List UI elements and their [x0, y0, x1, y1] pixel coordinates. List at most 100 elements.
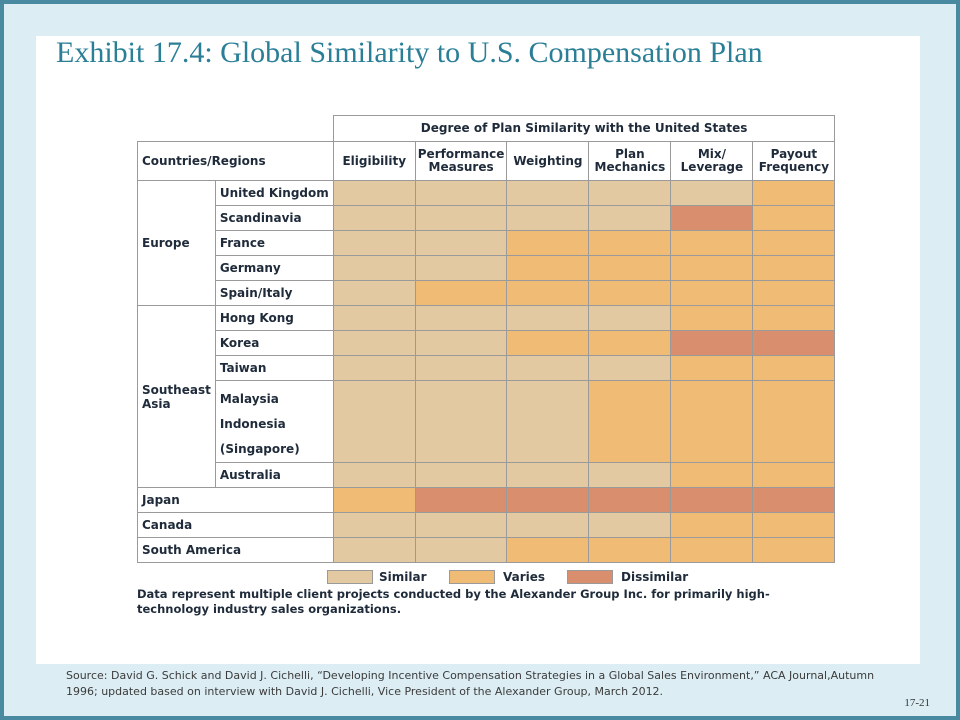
column-header: Mix/ Leverage [670, 141, 754, 181]
rating-cell-varies [752, 255, 836, 281]
rating-cell-similar [332, 205, 416, 231]
rating-cell-similar [588, 355, 672, 381]
rating-cell-similar [414, 255, 508, 281]
rating-cell-varies [670, 462, 754, 488]
rating-cell-varies [752, 280, 836, 306]
rating-cell-similar [332, 537, 416, 563]
country-label: Spain/Italy [214, 280, 334, 306]
rating-cell-similar [414, 180, 508, 206]
rating-cell-similar [332, 180, 416, 206]
rating-cell-similar [414, 512, 508, 538]
rating-cell-similar [506, 462, 590, 488]
rating-cell-varies [588, 537, 672, 563]
rating-cell-varies [670, 305, 754, 331]
country-label: Malaysia Indonesia (Singapore) [214, 380, 334, 463]
legend-swatch-similar [327, 570, 373, 584]
rating-cell-similar [414, 462, 508, 488]
table-row: Korea [138, 330, 836, 356]
rating-cell-dissimilar [506, 487, 590, 513]
rating-cell-varies [588, 230, 672, 256]
rating-cell-varies [506, 280, 590, 306]
rating-cell-similar [414, 205, 508, 231]
table-row: Southeast Asia Hong Kong [137, 305, 836, 488]
country-label: France [214, 230, 334, 256]
rating-cell-similar [332, 255, 416, 281]
rating-cell-varies [506, 537, 590, 563]
table-row: Canada [137, 512, 836, 538]
rating-cell-varies [588, 330, 672, 356]
rating-cell-varies [670, 280, 754, 306]
rating-cell-varies [752, 180, 836, 206]
country-label: Korea [214, 330, 334, 356]
rating-cell-similar [414, 230, 508, 256]
rating-cell-similar [588, 305, 672, 331]
rating-cell-dissimilar [752, 330, 836, 356]
column-header: Plan Mechanics [588, 141, 672, 181]
table-row: Japan [137, 487, 836, 513]
rating-cell-similar [506, 180, 590, 206]
rating-cell-varies [506, 330, 590, 356]
rating-cell-dissimilar [670, 205, 754, 231]
rating-cell-similar [506, 205, 590, 231]
rating-cell-similar [332, 330, 416, 356]
rating-cell-varies [670, 230, 754, 256]
rating-cell-varies [752, 230, 836, 256]
super-header: Degree of Plan Similarity with the Unite… [332, 115, 836, 142]
rating-cell-varies [670, 537, 754, 563]
country-label: Australia [214, 462, 334, 488]
data-note: Data represent multiple client projects … [137, 587, 770, 616]
rating-cell-varies [506, 255, 590, 281]
header-spacer [137, 115, 334, 142]
table-row: South America [137, 537, 836, 563]
table-row: Australia [138, 462, 836, 488]
region-label: Japan [137, 487, 334, 513]
legend-label: Varies [503, 570, 546, 584]
rating-cell-similar [332, 512, 416, 538]
rating-cell-similar [414, 537, 508, 563]
rating-cell-varies [752, 537, 836, 563]
rating-cell-similar [588, 180, 672, 206]
rating-cell-varies [588, 380, 672, 463]
rating-cell-varies [752, 205, 836, 231]
column-header: Payout Frequency [752, 141, 836, 181]
source-citation: Source: David G. Schick and David J. Cic… [66, 669, 875, 698]
legend-swatch-dissimilar [567, 570, 613, 584]
rating-cell-similar [506, 380, 590, 463]
table-row: Germany [138, 255, 836, 281]
slide-title: Exhibit 17.4: Global Similarity to U.S. … [56, 36, 763, 69]
rating-cell-varies [670, 512, 754, 538]
rating-cell-varies [670, 255, 754, 281]
rating-cell-similar [588, 512, 672, 538]
rating-cell-similar [332, 230, 416, 256]
rating-cell-varies [670, 380, 754, 463]
rating-cell-similar [332, 380, 416, 463]
rating-cell-similar [506, 305, 590, 331]
rating-cell-similar [332, 462, 416, 488]
rating-cell-varies [332, 487, 416, 513]
table-row: Taiwan [138, 355, 836, 381]
rating-cell-varies [752, 380, 836, 463]
rating-cell-varies [670, 355, 754, 381]
rating-cell-dissimilar [670, 330, 754, 356]
legend-label: Similar [379, 570, 427, 584]
region-label: Canada [137, 512, 334, 538]
rating-cell-dissimilar [414, 487, 508, 513]
rating-cell-varies [752, 512, 836, 538]
rating-cell-similar [332, 305, 416, 331]
rating-cell-similar [670, 180, 754, 206]
country-label: United Kingdom [214, 180, 334, 206]
column-header: Performance Measures [414, 141, 508, 181]
table-row: France [138, 230, 836, 256]
page-number: 17-21 [904, 697, 930, 709]
rating-cell-similar [506, 355, 590, 381]
country-label: Taiwan [214, 355, 334, 381]
rating-cell-varies [588, 280, 672, 306]
rating-cell-dissimilar [670, 487, 754, 513]
legend-label: Dissimilar [621, 570, 689, 584]
rating-cell-varies [414, 280, 508, 306]
similarity-table: Degree of Plan Similarity with the Unite… [137, 115, 836, 563]
row-header: Countries/Regions [137, 141, 334, 181]
rating-cell-similar [414, 330, 508, 356]
rating-cell-similar [332, 280, 416, 306]
region-label: Europe [137, 180, 216, 306]
